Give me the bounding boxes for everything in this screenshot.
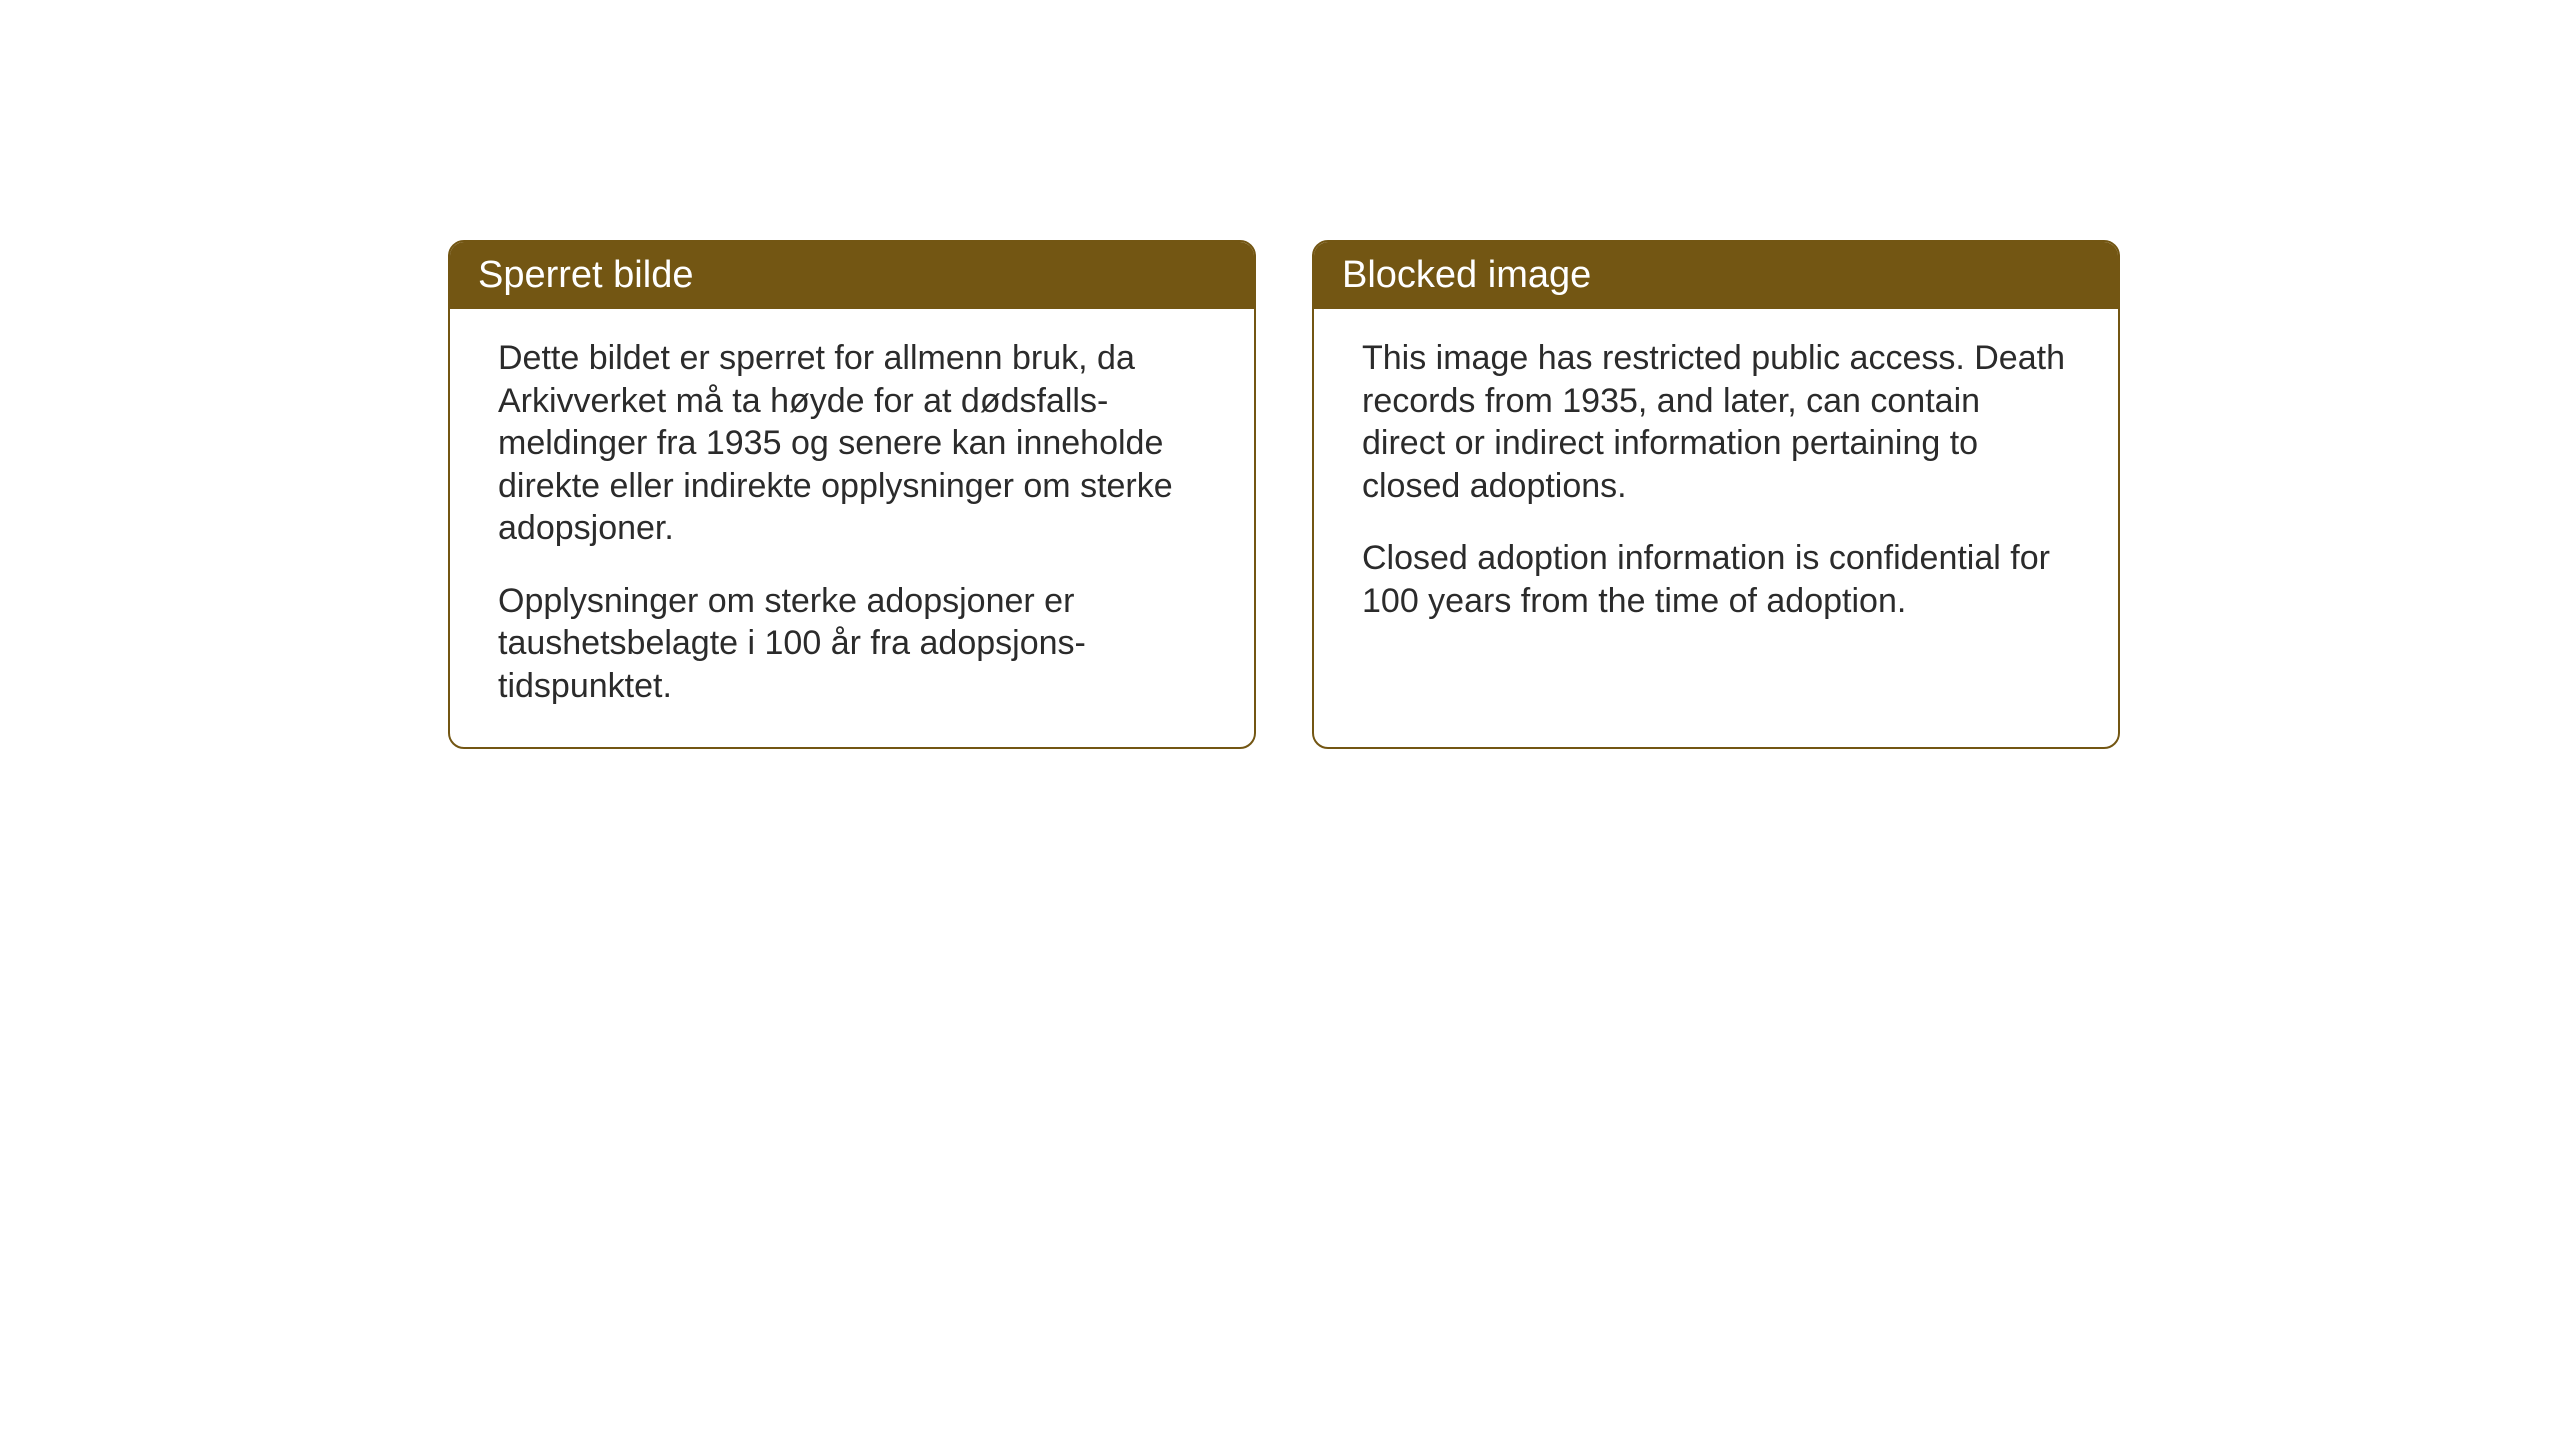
- card-body-norwegian: Dette bildet er sperret for allmenn bruk…: [450, 309, 1254, 747]
- card-header-norwegian: Sperret bilde: [450, 242, 1254, 309]
- blocked-notice-card-english: Blocked image This image has restricted …: [1312, 240, 2120, 749]
- card-header-english: Blocked image: [1314, 242, 2118, 309]
- card-title-norwegian: Sperret bilde: [478, 254, 693, 296]
- blocked-notice-card-norwegian: Sperret bilde Dette bildet er sperret fo…: [448, 240, 1256, 749]
- cards-container: Sperret bilde Dette bildet er sperret fo…: [448, 240, 2120, 749]
- card-paragraph-2-norwegian: Opplysninger om sterke adopsjoner er tau…: [498, 580, 1206, 708]
- card-paragraph-1-english: This image has restricted public access.…: [1362, 337, 2070, 507]
- card-title-english: Blocked image: [1342, 254, 1591, 296]
- card-body-english: This image has restricted public access.…: [1314, 309, 2118, 662]
- card-paragraph-2-english: Closed adoption information is confident…: [1362, 537, 2070, 622]
- card-paragraph-1-norwegian: Dette bildet er sperret for allmenn bruk…: [498, 337, 1206, 550]
